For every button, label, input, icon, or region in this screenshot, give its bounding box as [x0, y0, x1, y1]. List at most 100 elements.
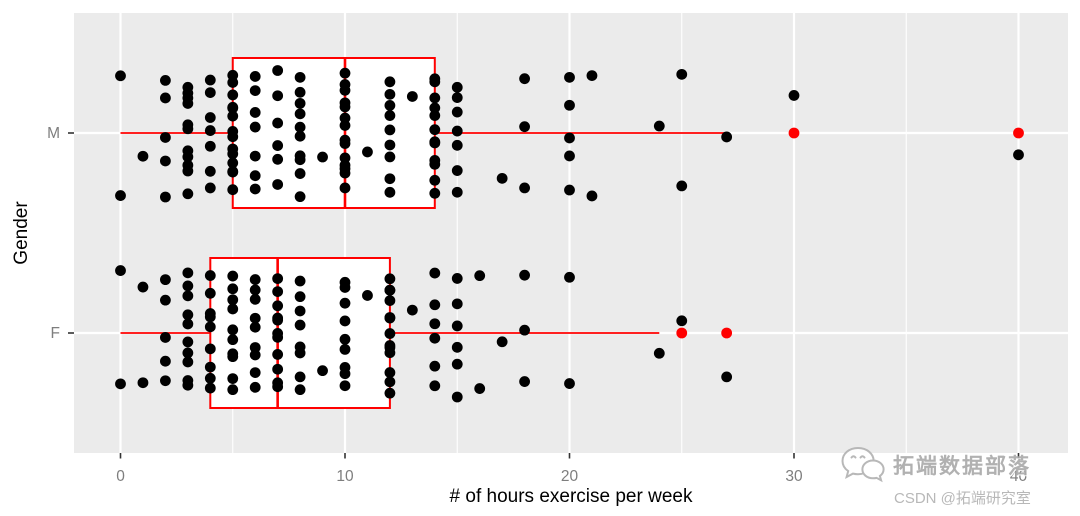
data-point: [429, 380, 441, 392]
data-point: [204, 372, 216, 384]
data-point: [564, 378, 575, 389]
data-point: [429, 102, 441, 114]
data-point: [429, 360, 441, 372]
data-point: [204, 125, 216, 136]
data-point: [294, 319, 306, 331]
data-point: [227, 270, 239, 282]
data-point: [384, 376, 396, 388]
data-point: [496, 172, 508, 184]
data-point: [204, 140, 216, 152]
data-point: [451, 165, 463, 176]
data-point: [160, 355, 171, 367]
data-point: [429, 174, 441, 186]
data-point: [451, 341, 463, 353]
outlier-point: [721, 327, 733, 339]
watermark-csdn-text: CSDN @拓端研究室: [894, 490, 1031, 507]
x-tick-label: 20: [561, 468, 579, 485]
data-point: [451, 358, 463, 370]
data-point: [519, 182, 530, 194]
data-point: [451, 273, 463, 284]
data-point: [204, 287, 216, 299]
data-point: [788, 90, 800, 101]
data-point: [721, 371, 733, 383]
data-point: [249, 150, 261, 162]
data-point: [384, 186, 396, 198]
data-point: [249, 342, 261, 353]
data-point: [564, 184, 575, 196]
data-point: [676, 180, 688, 192]
data-point: [339, 333, 351, 345]
data-point: [564, 150, 575, 162]
data-point: [384, 88, 396, 100]
y-tick-label: M: [47, 125, 60, 142]
data-point: [272, 349, 284, 360]
data-point: [294, 384, 306, 396]
data-point: [182, 290, 194, 302]
data-point: [339, 101, 351, 113]
data-point: [272, 286, 284, 298]
data-point: [564, 271, 575, 283]
data-point: [339, 380, 351, 392]
data-point: [586, 190, 598, 202]
data-point: [182, 356, 194, 368]
data-point: [249, 367, 261, 379]
data-point: [272, 273, 284, 285]
data-point: [339, 343, 351, 355]
data-point: [429, 76, 441, 88]
data-point: [137, 281, 149, 293]
data-point: [294, 191, 306, 203]
data-point: [384, 284, 396, 296]
data-point: [249, 71, 261, 82]
data-point: [227, 166, 239, 178]
data-point: [429, 110, 441, 121]
data-point: [294, 291, 306, 303]
data-point: [294, 371, 306, 383]
data-point: [406, 91, 418, 102]
data-point: [384, 387, 396, 399]
box: [231, 57, 436, 209]
data-point: [272, 300, 284, 312]
data-point: [137, 150, 149, 162]
data-point: [249, 349, 261, 361]
data-point: [249, 381, 261, 393]
data-point: [204, 321, 216, 333]
data-point: [474, 270, 486, 282]
data-point: [272, 363, 284, 375]
data-point: [406, 304, 418, 316]
data-point: [160, 274, 171, 286]
data-point: [339, 84, 351, 96]
data-point: [339, 120, 351, 131]
data-point: [339, 297, 351, 309]
data-point: [249, 121, 261, 133]
data-point: [249, 284, 261, 296]
data-point: [339, 167, 351, 179]
data-point: [249, 312, 261, 324]
data-point: [204, 382, 216, 394]
data-point: [429, 267, 441, 279]
data-point: [204, 361, 216, 373]
data-point: [384, 139, 396, 151]
data-point: [339, 159, 351, 171]
data-point: [721, 131, 733, 143]
data-point: [204, 112, 216, 123]
data-point: [294, 154, 306, 166]
data-point: [339, 112, 351, 124]
data-point: [227, 184, 239, 196]
data-point: [653, 120, 665, 132]
outlier-point: [676, 327, 688, 339]
data-point: [384, 328, 396, 339]
data-point: [115, 70, 126, 82]
data-point: [160, 74, 171, 86]
data-point: [182, 165, 194, 177]
data-point: [429, 332, 441, 344]
data-point: [249, 293, 261, 305]
data-point: [429, 299, 441, 311]
data-point: [294, 305, 306, 317]
data-point: [586, 70, 598, 81]
data-point: [384, 367, 396, 378]
x-tick-label: 0: [116, 468, 125, 485]
data-point: [384, 273, 396, 285]
data-point: [384, 347, 396, 359]
data-point: [1013, 149, 1024, 161]
